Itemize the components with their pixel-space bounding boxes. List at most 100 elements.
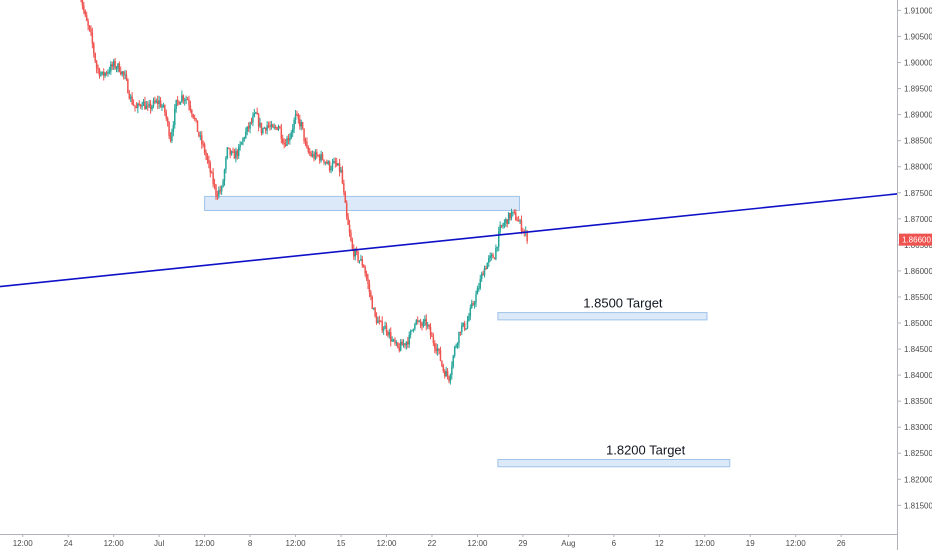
candle — [515, 209, 517, 221]
candle-body — [304, 140, 307, 142]
candle — [101, 71, 104, 76]
candle — [503, 219, 506, 229]
candle-body — [503, 222, 506, 226]
candle-body — [196, 120, 199, 132]
candle — [264, 127, 267, 134]
candle — [495, 244, 497, 261]
candle-body — [255, 112, 257, 114]
candle — [388, 328, 391, 339]
candle-body — [242, 138, 244, 143]
candle-body — [425, 319, 428, 326]
candle — [446, 367, 449, 380]
candle-body — [267, 125, 270, 127]
candle-body — [284, 144, 287, 146]
candle-body — [263, 127, 266, 129]
candle-body — [189, 105, 192, 111]
candle-body — [316, 152, 318, 156]
candle-body — [326, 162, 328, 164]
candle — [220, 185, 223, 195]
candle — [414, 322, 416, 331]
candle-body — [253, 113, 256, 117]
y-tick-label: 1.83500 — [904, 397, 932, 406]
candle — [435, 343, 437, 355]
candle — [125, 70, 128, 81]
candle-body — [492, 254, 494, 258]
candle — [206, 153, 209, 164]
x-tick-label: 26 — [837, 539, 846, 548]
target-label-1: 1.8200 Target — [606, 442, 686, 457]
candle-body — [404, 343, 406, 346]
candle — [240, 141, 243, 145]
candle — [443, 369, 446, 379]
candle-body — [84, 10, 87, 16]
candle — [459, 331, 462, 336]
candle-body — [166, 118, 169, 123]
candle — [174, 104, 176, 129]
candle — [102, 68, 105, 81]
candle — [452, 354, 455, 369]
candle-body — [169, 135, 172, 141]
candle-body — [300, 122, 302, 127]
candle-body — [370, 292, 372, 297]
candle — [95, 59, 98, 74]
candle — [458, 331, 460, 349]
candle — [274, 124, 277, 130]
candle — [223, 168, 226, 186]
candle — [282, 134, 284, 145]
candle-body — [461, 325, 463, 333]
candle-body — [185, 99, 187, 101]
candle — [218, 186, 220, 199]
candle — [213, 178, 216, 190]
candle — [198, 131, 200, 138]
candle-body — [296, 114, 298, 116]
candle — [111, 61, 113, 70]
candle-body — [260, 122, 263, 134]
y-tick-label: 1.82500 — [904, 449, 932, 458]
x-tick-label: 19 — [746, 539, 755, 548]
candle-body — [321, 154, 324, 160]
candle — [228, 147, 230, 150]
candle — [483, 265, 486, 278]
candle-body — [463, 322, 466, 330]
candle — [226, 146, 229, 160]
candle — [159, 96, 162, 108]
candle — [478, 283, 480, 292]
candle-body — [174, 108, 176, 126]
candle — [368, 279, 371, 298]
candle — [202, 140, 204, 148]
candle — [154, 96, 156, 105]
candle — [313, 151, 315, 162]
candle — [225, 156, 227, 174]
candle-body — [222, 181, 224, 187]
zones — [204, 195, 731, 468]
candle — [365, 270, 368, 281]
candle — [114, 57, 116, 70]
candle-body — [239, 144, 241, 147]
candle — [161, 103, 163, 112]
candle — [294, 109, 297, 125]
candle-body — [338, 163, 341, 172]
candle — [120, 66, 122, 76]
candle-body — [277, 126, 280, 130]
candle-body — [195, 118, 197, 121]
candle — [441, 360, 443, 368]
candle-body — [510, 211, 513, 219]
candle — [306, 137, 308, 149]
candle-body — [445, 370, 447, 377]
candle — [398, 343, 401, 353]
candle — [188, 95, 190, 111]
candle-body — [377, 320, 379, 324]
candle — [449, 373, 452, 385]
candle — [375, 312, 378, 325]
candle-body — [247, 126, 250, 129]
candle-body — [351, 240, 354, 249]
candle — [361, 255, 364, 268]
candle — [343, 179, 345, 196]
candle — [152, 97, 155, 109]
candle-body — [361, 259, 364, 266]
candle-body — [245, 131, 247, 138]
candle — [115, 65, 118, 73]
candle-body — [397, 342, 399, 348]
candle — [434, 340, 436, 354]
